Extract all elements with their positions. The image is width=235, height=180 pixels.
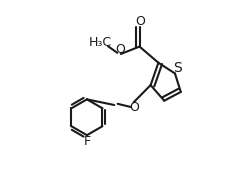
Text: O: O [129,101,139,114]
Text: O: O [135,15,145,28]
Text: F: F [83,135,90,148]
Text: S: S [173,61,182,75]
Text: O: O [115,43,125,56]
Text: H₃C: H₃C [89,36,112,49]
